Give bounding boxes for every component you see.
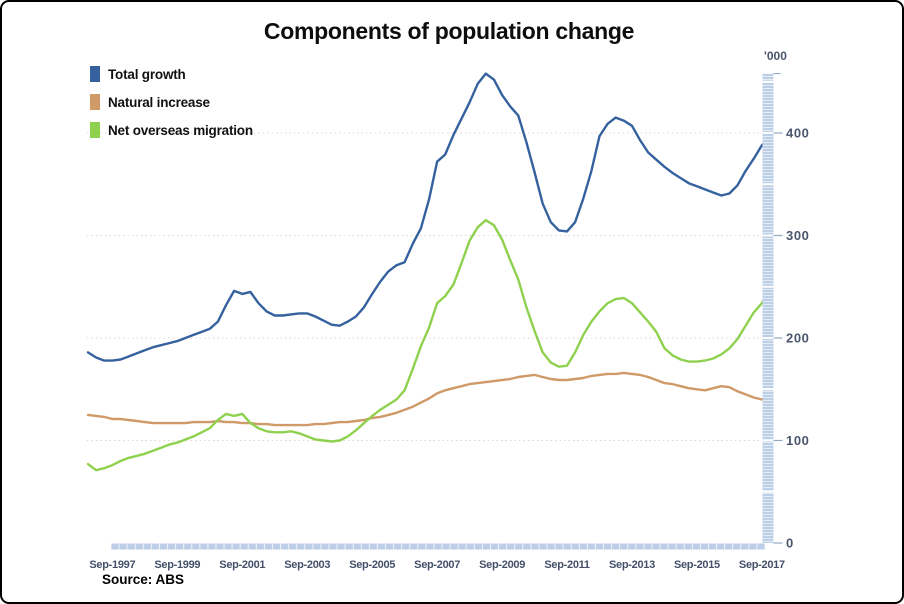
- x-tick-label: Sep-2017: [739, 559, 785, 571]
- x-tick-label: Sep-2003: [284, 559, 330, 571]
- legend-label: Total growth: [108, 66, 186, 82]
- legend-item-net-overseas-migration: Net overseas migration: [90, 122, 253, 138]
- y-tick-label: 200: [786, 331, 810, 346]
- series-line-net-overseas-migration: [86, 218, 772, 472]
- x-tick-label: Sep-1997: [89, 559, 135, 571]
- legend-label: Net overseas migration: [108, 122, 253, 138]
- legend: Total growth Natural increase Net overse…: [90, 66, 253, 150]
- y-tick-label: 400: [786, 126, 810, 141]
- x-tick-label: Sep-2005: [349, 559, 395, 571]
- x-tick-label: Sep-2013: [609, 559, 655, 571]
- y-axis-unit-label: '000: [764, 49, 787, 63]
- x-tick-label: Sep-2015: [674, 559, 720, 571]
- natural-increase-swatch-icon: [90, 94, 100, 110]
- x-tick-label: Sep-2001: [219, 559, 265, 571]
- series-line-natural-increase: [86, 371, 772, 427]
- y-axis-band: [762, 73, 774, 544]
- chart-title: Components of population change: [263, 18, 635, 44]
- y-tick-label: 300: [786, 228, 810, 243]
- y-tick-label: 0: [786, 536, 794, 551]
- total-growth-swatch-icon: [90, 66, 100, 82]
- x-tick-label: Sep-1999: [154, 559, 200, 571]
- x-tick-label: Sep-2011: [544, 559, 589, 571]
- x-tick-label: Sep-2009: [479, 559, 525, 571]
- y-tick-label: 100: [786, 433, 810, 448]
- series-line-total-growth: [86, 72, 772, 362]
- x-axis-band: [111, 543, 765, 550]
- source-note: Source: ABS: [102, 572, 185, 587]
- legend-item-natural-increase: Natural increase: [90, 94, 253, 110]
- x-tick-label: Sep-2007: [414, 559, 460, 571]
- net-overseas-migration-swatch-icon: [90, 122, 100, 138]
- legend-item-total-growth: Total growth: [90, 66, 253, 82]
- legend-label: Natural increase: [108, 94, 210, 110]
